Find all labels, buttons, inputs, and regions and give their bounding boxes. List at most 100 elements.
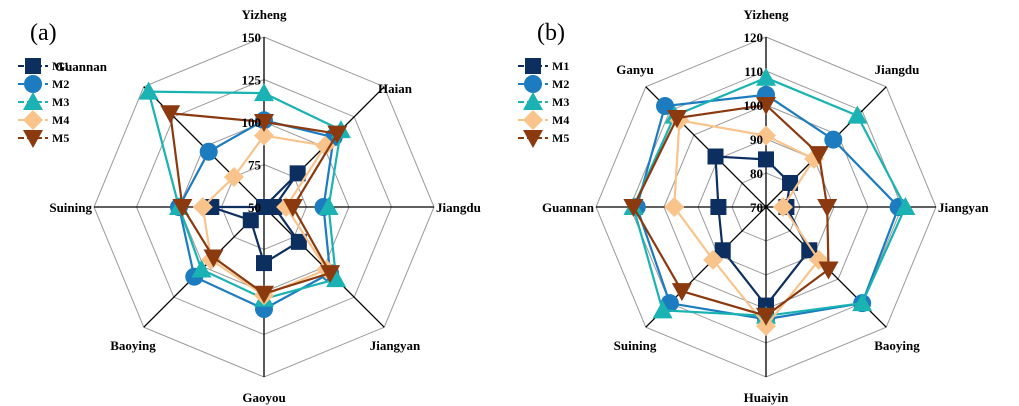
tick-label: 100 [744, 98, 764, 113]
series-m1 [707, 148, 818, 314]
legend-label: M5 [52, 131, 69, 145]
data-point [756, 307, 776, 326]
legend-marker [523, 130, 543, 148]
data-point [808, 146, 829, 165]
category-label: Guannan [55, 59, 108, 74]
legend-marker [525, 58, 541, 74]
data-point [254, 285, 274, 304]
category-label: Baoying [110, 338, 156, 353]
legend-marker [524, 75, 542, 93]
tick-label: 90 [750, 132, 763, 147]
category-label: Jiangdu [875, 62, 920, 77]
data-point [138, 81, 159, 100]
data-point [710, 199, 727, 215]
series-m1 [203, 165, 307, 272]
data-point [671, 283, 692, 302]
tick-label: 125 [242, 73, 262, 88]
tick-label: 50 [248, 200, 261, 215]
radar-panel-a: 50 75 100 125 150 Yizheng Haian Jiangdu Jiangyan… [18, 7, 481, 405]
panel-label: (a) [30, 20, 57, 46]
data-point [160, 105, 181, 124]
series-line [201, 134, 329, 297]
legend-label: M2 [552, 77, 569, 91]
tick-label: 80 [750, 166, 763, 181]
data-point [254, 125, 274, 146]
data-point [256, 255, 272, 272]
legend: M1 M2 M3 M4 M5 [518, 58, 569, 148]
data-point [203, 249, 224, 268]
data-point [254, 114, 274, 132]
data-point [652, 300, 673, 319]
legend-label: M4 [552, 113, 569, 127]
data-point [714, 242, 731, 259]
data-point [664, 197, 685, 217]
data-point [756, 67, 776, 86]
tick-label: 70 [750, 200, 763, 215]
data-point [320, 265, 341, 284]
category-label: Huaiyin [744, 390, 790, 405]
data-point [623, 199, 644, 217]
data-point [756, 125, 776, 146]
data-point [817, 199, 838, 217]
data-point [192, 197, 213, 217]
data-point [326, 269, 347, 288]
legend-label: M3 [52, 95, 69, 109]
category-label: Guannan [542, 200, 595, 215]
legend-label: M1 [552, 59, 569, 73]
legend-label: M4 [52, 113, 69, 127]
data-point [782, 174, 799, 191]
data-point [895, 197, 916, 215]
radar-panel-b: 70 80 90 100 110 120 Yizheng Jiangdu Jiangyan Bao… [518, 7, 989, 405]
legend-marker [23, 92, 43, 110]
legend: M1 M2 M3 M4 M5 [18, 58, 69, 148]
panel-label: (b) [537, 20, 565, 46]
data-point [242, 212, 259, 229]
series-m5 [623, 97, 839, 326]
category-label: Ganyu [616, 62, 654, 77]
tick-label: 100 [242, 115, 262, 130]
data-point [801, 242, 818, 259]
category-label: Suining [49, 200, 92, 215]
legend-marker [23, 130, 43, 148]
category-label: Haian [378, 81, 413, 96]
category-label: Jiangyan [938, 200, 989, 215]
data-point [703, 249, 724, 270]
tick-label: 110 [744, 64, 763, 79]
legend-label: M1 [52, 59, 69, 73]
data-point [327, 125, 348, 144]
data-point [707, 148, 724, 165]
category-label: Jiangdu [436, 200, 481, 215]
category-label: Gaoyou [242, 390, 285, 405]
data-point [290, 233, 307, 250]
series-m4 [192, 125, 337, 306]
series-m4 [664, 110, 829, 336]
data-point [289, 165, 306, 182]
data-point [318, 197, 339, 215]
category-label: Suining [614, 338, 657, 353]
data-point [199, 142, 218, 161]
data-point [852, 293, 873, 312]
data-point [223, 166, 244, 187]
data-point [847, 105, 868, 124]
legend-marker [24, 75, 42, 93]
tick-label: 75 [248, 158, 262, 173]
data-point [818, 261, 839, 280]
legend-label: M5 [552, 131, 569, 145]
legend-marker [25, 58, 41, 74]
data-point [756, 316, 776, 336]
data-point [172, 199, 193, 217]
category-label: Yizheng [743, 7, 789, 22]
data-point [756, 97, 776, 115]
category-label: Yizheng [241, 7, 287, 22]
legend-label: M3 [552, 95, 569, 109]
data-point [254, 83, 274, 102]
data-point [191, 259, 212, 278]
data-point [667, 110, 688, 129]
tick-label: 120 [744, 30, 764, 45]
category-label: Jiangyan [370, 338, 421, 353]
data-point [824, 130, 843, 149]
series-m5 [160, 105, 348, 304]
data-point [282, 199, 303, 217]
tick-label: 150 [242, 30, 262, 45]
